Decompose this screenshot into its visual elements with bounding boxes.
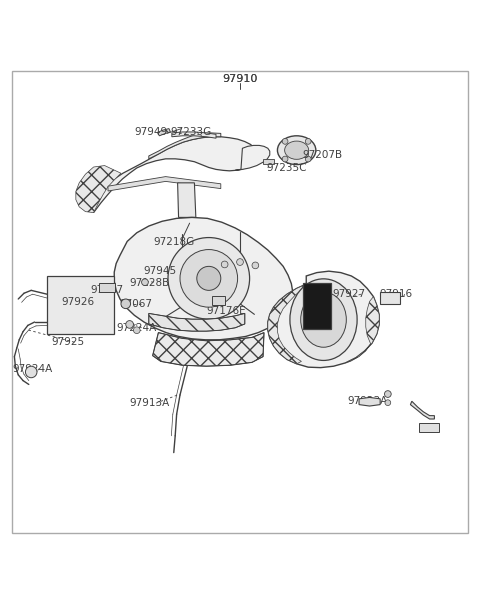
Bar (380, 292, 400, 304)
Polygon shape (410, 401, 434, 419)
Circle shape (142, 279, 148, 286)
Circle shape (282, 139, 288, 144)
Text: 97925: 97925 (52, 337, 85, 347)
Bar (303, 283, 331, 329)
Text: 97235C: 97235C (266, 163, 307, 173)
Text: 97913A: 97913A (130, 398, 170, 408)
Circle shape (197, 266, 221, 291)
Polygon shape (108, 176, 221, 191)
Text: 97128B: 97128B (130, 278, 170, 288)
Polygon shape (76, 166, 121, 213)
Polygon shape (268, 284, 306, 364)
Text: 97910: 97910 (222, 74, 258, 84)
Bar (263, 159, 274, 164)
Text: 97949: 97949 (134, 127, 167, 137)
Bar (212, 296, 225, 305)
Text: 97947: 97947 (90, 285, 123, 295)
Circle shape (237, 259, 243, 266)
Text: 97916: 97916 (379, 289, 412, 299)
Polygon shape (268, 271, 379, 368)
Circle shape (121, 299, 131, 309)
Polygon shape (346, 297, 379, 363)
Polygon shape (149, 313, 245, 331)
Circle shape (25, 366, 37, 378)
Circle shape (180, 249, 238, 307)
Text: 97926: 97926 (61, 297, 95, 307)
Text: 97233G: 97233G (170, 127, 212, 137)
Ellipse shape (290, 279, 357, 361)
Circle shape (305, 156, 311, 162)
Bar (47, 276, 114, 334)
Text: 97923A: 97923A (347, 396, 387, 406)
Text: 97218G: 97218G (154, 237, 195, 248)
Circle shape (384, 390, 391, 398)
Ellipse shape (300, 292, 347, 347)
Ellipse shape (277, 136, 316, 164)
Circle shape (221, 261, 228, 268)
Text: 97224A: 97224A (117, 323, 157, 333)
Circle shape (133, 327, 140, 334)
Circle shape (385, 400, 391, 405)
Circle shape (282, 156, 288, 162)
Bar (99, 283, 115, 292)
Circle shape (305, 139, 311, 144)
Polygon shape (92, 137, 256, 213)
Bar (419, 423, 439, 432)
Polygon shape (178, 183, 196, 218)
Polygon shape (153, 332, 264, 366)
Text: 97176E: 97176E (206, 306, 246, 316)
Circle shape (252, 262, 259, 269)
Polygon shape (149, 133, 221, 159)
Text: 97945: 97945 (143, 266, 176, 276)
Text: 97207B: 97207B (302, 150, 343, 160)
Polygon shape (359, 398, 380, 406)
Text: 97910: 97910 (222, 74, 258, 84)
Polygon shape (157, 129, 170, 136)
Circle shape (168, 237, 250, 319)
Ellipse shape (285, 141, 309, 159)
Polygon shape (235, 145, 270, 170)
Polygon shape (114, 218, 293, 340)
Polygon shape (172, 132, 216, 138)
Circle shape (126, 321, 133, 328)
Text: 97067: 97067 (119, 299, 152, 309)
Text: 97924A: 97924A (12, 364, 52, 374)
Text: 97927: 97927 (333, 289, 366, 299)
